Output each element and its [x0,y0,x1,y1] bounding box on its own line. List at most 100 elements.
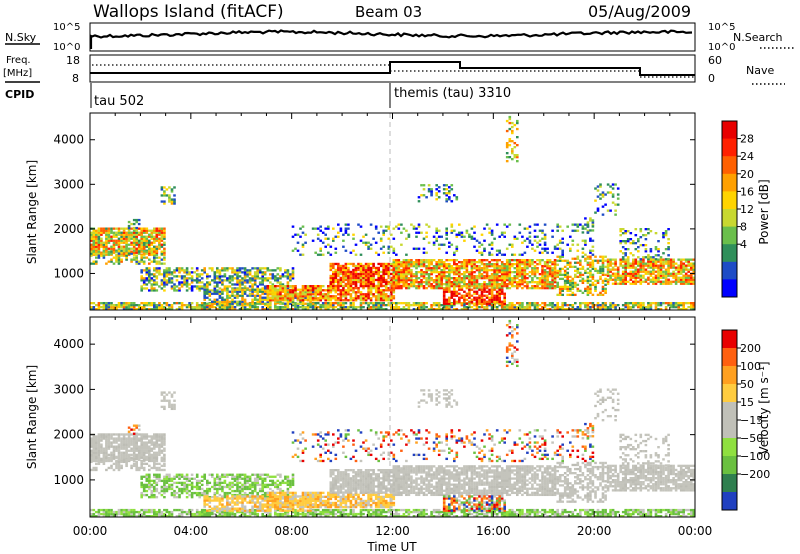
range-cell [558,293,562,297]
range-cell [415,287,418,290]
range-cell [185,267,189,270]
range-cell [468,290,471,293]
range-cell [392,283,396,286]
range-cell [127,235,131,238]
range-cell [455,267,459,270]
range-cell [266,302,270,305]
range-cell [95,256,98,259]
range-cell [652,258,655,261]
range-cell [233,308,237,311]
range-cell [352,237,355,240]
range-cell [102,302,106,305]
range-cell [170,306,174,309]
range-cell [480,287,484,290]
nsearch-tick-bottom: 10^0 [708,42,735,53]
range-cell [216,289,219,292]
range-cell [465,269,469,272]
range-cell [538,283,542,286]
range-cell [558,308,562,311]
range-cell [632,260,635,263]
range-cell [379,276,383,280]
range-cell [468,296,471,299]
range-cell [248,281,252,284]
range-cell [253,271,257,274]
range-cell [687,280,690,283]
range-cell [324,237,327,240]
range-cell [112,241,116,244]
range-cell [387,264,391,268]
range-cell [405,273,408,276]
range-cell [155,306,159,309]
range-cell [374,225,378,228]
range-cell [662,232,665,235]
range-cell [241,296,244,299]
range-cell [180,267,184,270]
range-cell [347,293,350,296]
range-cell [551,287,554,290]
range-cell [609,302,612,305]
range-cell [415,263,418,266]
range-cell [213,288,217,291]
range-cell [372,276,375,280]
range-cell [382,297,385,300]
range-cell [263,304,267,307]
range-cell [478,261,481,264]
range-cell [455,300,459,303]
range-cell [569,304,572,307]
range-cell [155,277,159,280]
range-cell [682,306,685,309]
range-cell [160,194,164,197]
range-cell [90,308,93,311]
range-cell [687,270,690,273]
range-cell [140,260,143,263]
range-cell [546,279,549,282]
range-cell [677,306,680,309]
range-cell [352,299,355,302]
range-cell [458,233,461,236]
range-cell [374,295,378,298]
range-cell [606,191,610,194]
range-cell [296,249,300,252]
range-cell [690,304,693,307]
range-cell [669,302,673,305]
range-cell [455,247,459,250]
range-cell [621,274,625,277]
range-cell [606,266,610,269]
range-cell [211,279,214,282]
range-cell [435,304,438,307]
range-cell [601,267,605,271]
range-cell [523,281,527,284]
range-cell [299,302,302,305]
range-cell [453,271,456,274]
range-cell [463,281,466,284]
range-cell [483,263,486,266]
range-cell [168,308,171,311]
range-cell [392,306,396,309]
range-cell [276,308,280,311]
range-cell [639,262,643,265]
range-cell [662,234,665,237]
range-cell [415,259,418,262]
range-cell [518,279,522,282]
range-cell [223,306,227,309]
range-cell [369,272,373,276]
range-cell [193,279,196,282]
range-cell [284,271,287,274]
range-cell [155,253,159,256]
range-cell [422,275,426,278]
range-cell [334,262,338,266]
range-cell [148,233,151,236]
range-cell [621,266,625,269]
range-cell [145,273,149,276]
range-cell [284,287,287,290]
range-cell [352,280,355,284]
range-cell [334,284,338,288]
range-cell [541,279,544,282]
range-cell [223,300,227,303]
range-cell [188,283,191,286]
range-cell [130,433,133,436]
range-cell [626,272,630,275]
range-cell [601,281,605,285]
range-cell [569,265,572,269]
